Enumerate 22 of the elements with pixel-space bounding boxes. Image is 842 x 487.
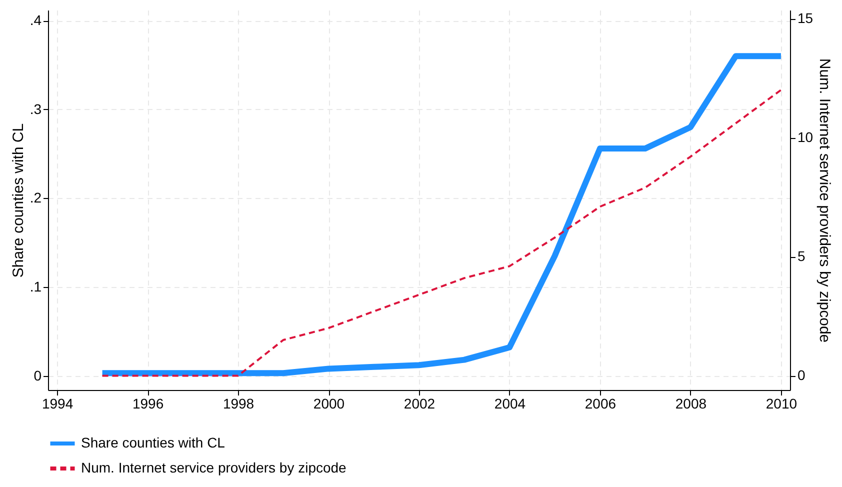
y2-tick-label: 0 xyxy=(798,367,806,384)
x-tick-label: 2000 xyxy=(313,396,345,412)
y-tick-label: .1 xyxy=(30,278,42,295)
x-tick-label: 2004 xyxy=(494,396,526,412)
x-tick-label: 2008 xyxy=(675,396,707,412)
y-tick-label: 0 xyxy=(34,367,42,384)
y2-tick-label: 15 xyxy=(798,10,814,26)
y2-tick-label: 5 xyxy=(798,248,806,264)
x-tick-label: 2010 xyxy=(766,396,798,412)
legend-label: Num. Internet service providers by zipcode xyxy=(81,460,347,476)
y2-tick-label: 10 xyxy=(798,129,814,146)
x-tick-label: 2002 xyxy=(404,396,436,412)
y-tick-label: .2 xyxy=(30,190,42,206)
x-tick-label: 1998 xyxy=(222,396,254,412)
x-tick-label: 2006 xyxy=(584,396,616,412)
legend-label: Share counties with CL xyxy=(81,434,226,450)
y-axis-title: Share counties with CL xyxy=(10,123,27,278)
y2-axis-title: Num. Internet service providers by zipcode xyxy=(816,58,834,343)
x-tick-label: 1996 xyxy=(132,396,164,412)
x-tick-label: 1994 xyxy=(42,396,74,412)
y-tick-label: .4 xyxy=(30,12,42,28)
y-tick-label: .3 xyxy=(30,100,42,117)
